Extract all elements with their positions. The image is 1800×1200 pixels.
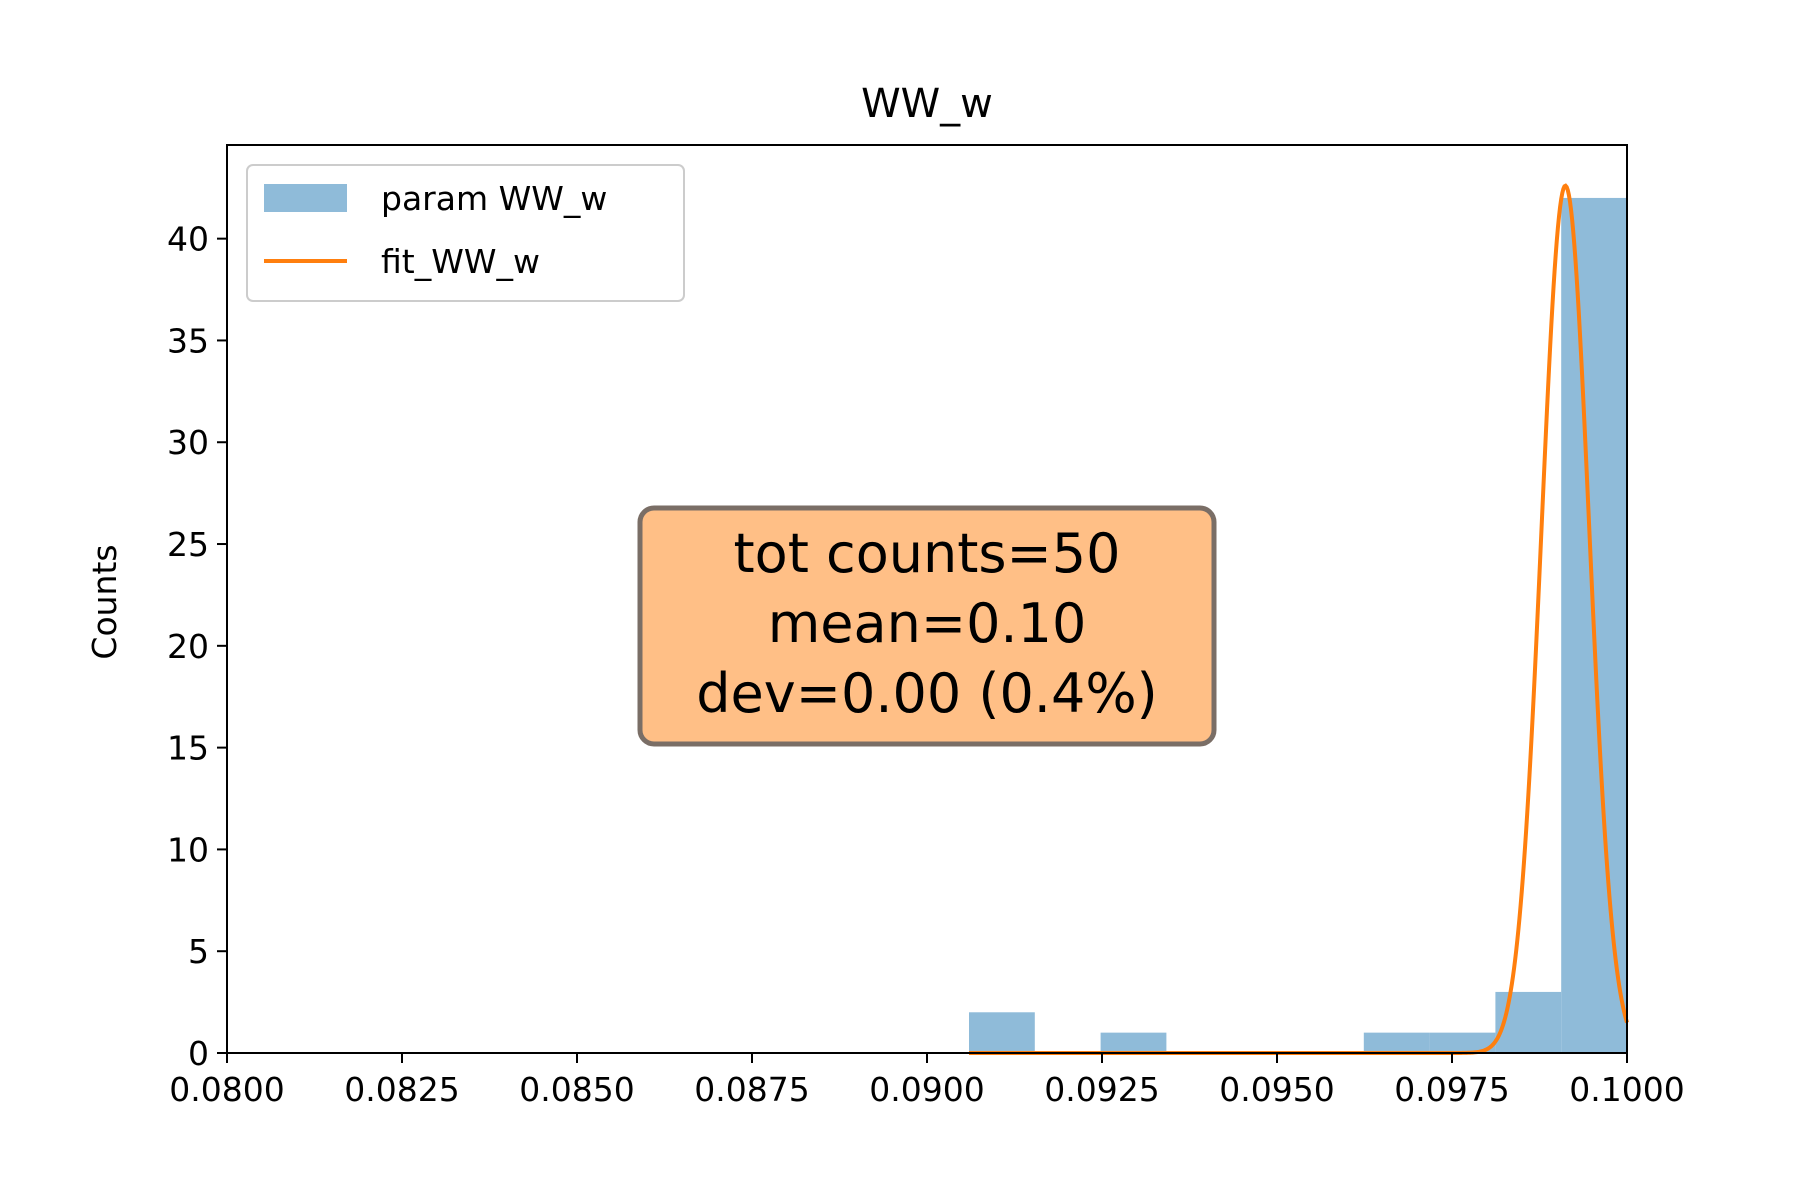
y-tick-label: 10 — [167, 830, 209, 869]
x-tick-label: 0.1000 — [1569, 1070, 1684, 1109]
legend-label-fit: fit_WW_w — [381, 242, 540, 281]
histogram-bar — [1363, 1032, 1430, 1053]
x-tick-label: 0.0900 — [869, 1070, 984, 1109]
histogram-bar — [1100, 1032, 1167, 1053]
x-tick-label: 0.0800 — [169, 1070, 284, 1109]
stats-deviation: dev=0.00 (0.4%) — [696, 662, 1157, 725]
legend-frame — [246, 164, 685, 302]
stats-box-background — [637, 505, 1217, 747]
legend-label-param: param WW_w — [381, 179, 607, 218]
stats-annotation: tot counts=50 mean=0.10 dev=0.00 (0.4%) — [637, 505, 1217, 747]
y-tick-label: 20 — [167, 627, 209, 666]
y-axis-label: Counts — [85, 544, 124, 659]
y-tick-label: 25 — [167, 525, 209, 564]
stats-total-counts: tot counts=50 — [734, 522, 1121, 585]
y-axis-ticks: 0 5 10 15 20 25 30 35 40 — [167, 220, 227, 1073]
x-tick-label: 0.0875 — [694, 1070, 809, 1109]
histogram-bar — [969, 1012, 1035, 1053]
legend: param WW_w fit_WW_w — [246, 164, 685, 302]
y-tick-label: 15 — [167, 729, 209, 768]
legend-swatch-param — [264, 184, 347, 212]
x-tick-label: 0.0925 — [1044, 1070, 1159, 1109]
y-tick-label: 0 — [188, 1034, 209, 1073]
stats-mean: mean=0.10 — [768, 592, 1087, 655]
y-tick-label: 40 — [167, 220, 209, 259]
x-axis-ticks: 0.0800 0.0825 0.0850 0.0875 0.0900 0.0925 0.09… — [169, 1053, 1685, 1109]
x-tick-label: 0.0825 — [344, 1070, 459, 1109]
y-tick-label: 30 — [167, 423, 209, 462]
x-tick-label: 0.0850 — [519, 1070, 634, 1109]
chart-title: WW_w — [861, 81, 993, 127]
x-tick-label: 0.0950 — [1219, 1070, 1334, 1109]
histogram-bar — [1429, 1032, 1496, 1053]
y-tick-label: 35 — [167, 321, 209, 360]
y-tick-label: 5 — [188, 932, 209, 971]
histogram-bar — [1495, 991, 1562, 1053]
x-tick-label: 0.0975 — [1394, 1070, 1509, 1109]
